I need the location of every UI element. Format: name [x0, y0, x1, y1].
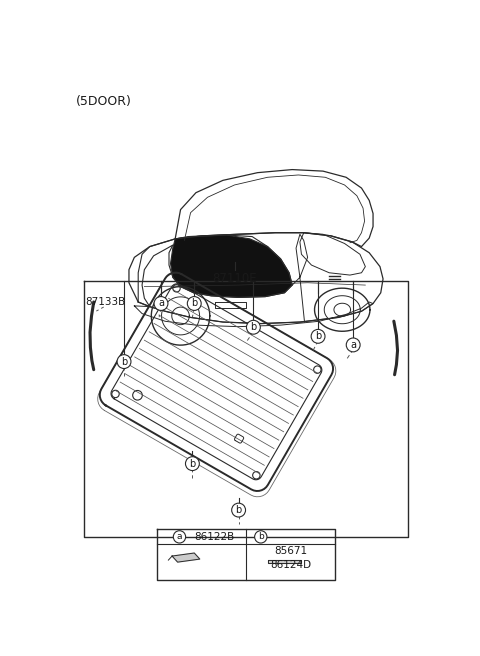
Polygon shape	[268, 560, 301, 563]
Polygon shape	[170, 235, 292, 297]
Circle shape	[154, 297, 168, 310]
Text: 86122B: 86122B	[194, 532, 235, 542]
Text: b: b	[191, 298, 197, 308]
Text: a: a	[350, 340, 356, 350]
Circle shape	[185, 457, 199, 470]
Text: b: b	[315, 331, 321, 341]
Text: 85671
86124D: 85671 86124D	[270, 546, 311, 569]
Polygon shape	[172, 553, 200, 562]
Circle shape	[187, 297, 201, 310]
Circle shape	[254, 531, 267, 543]
Text: a: a	[177, 533, 182, 541]
Text: (5DOOR): (5DOOR)	[76, 95, 132, 108]
Circle shape	[173, 531, 186, 543]
Text: 87110E: 87110E	[213, 272, 257, 285]
Text: 87133B: 87133B	[85, 297, 125, 307]
Circle shape	[346, 338, 360, 352]
Text: b: b	[121, 357, 127, 367]
Circle shape	[246, 320, 260, 334]
Text: a: a	[158, 298, 164, 308]
Text: b: b	[250, 322, 256, 332]
Text: b: b	[236, 505, 242, 515]
Text: b: b	[189, 459, 195, 468]
Text: b: b	[258, 533, 264, 541]
Circle shape	[311, 329, 325, 343]
Circle shape	[117, 355, 131, 369]
Circle shape	[232, 503, 246, 517]
